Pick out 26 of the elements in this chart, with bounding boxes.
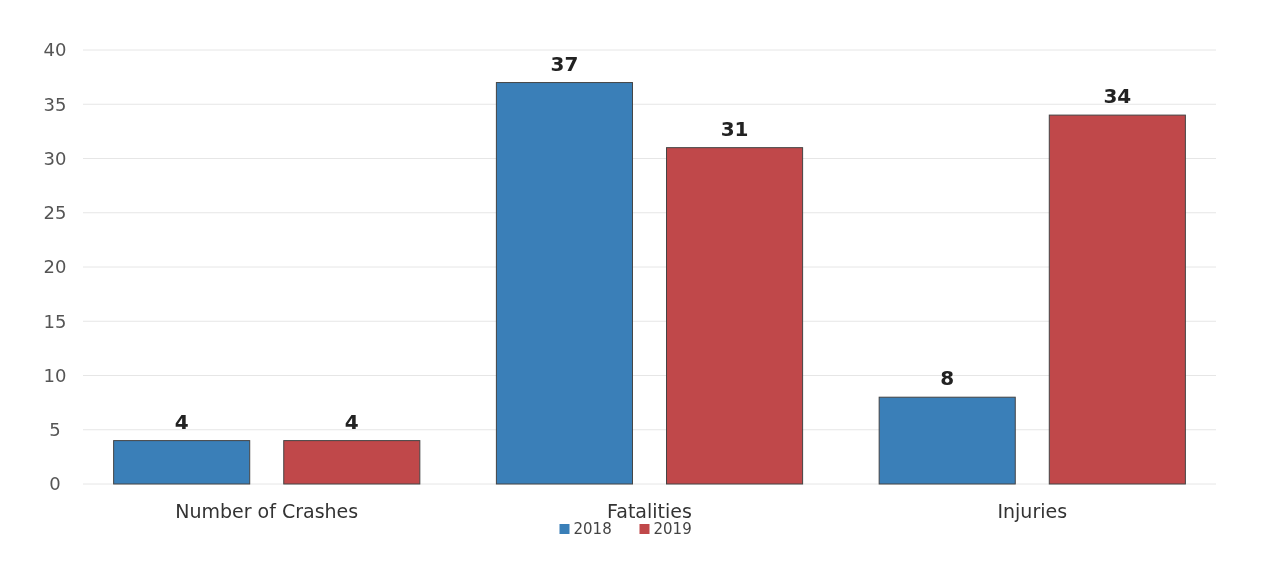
y-tick-label: 5 xyxy=(49,419,61,441)
data-label: 34 xyxy=(1103,84,1132,109)
bar xyxy=(283,440,421,485)
x-tick-label: Number of Crashes xyxy=(175,500,359,522)
y-tick-label: 0 xyxy=(49,473,61,495)
data-label: 4 xyxy=(344,409,359,434)
legend-label: 2019 xyxy=(653,520,692,539)
x-tick-label: Fatalities xyxy=(607,500,692,522)
y-tick-label: 15 xyxy=(43,310,67,332)
bar xyxy=(495,82,633,485)
y-tick-label: 25 xyxy=(43,202,67,224)
data-label: 37 xyxy=(550,51,579,76)
data-label: 4 xyxy=(174,409,189,434)
bar xyxy=(666,147,804,485)
data-label: 31 xyxy=(720,116,749,141)
y-tick-label: 35 xyxy=(43,93,67,115)
y-tick-label: 40 xyxy=(43,39,67,61)
bar xyxy=(878,396,1016,485)
x-tick-label: Injuries xyxy=(997,500,1068,522)
y-tick-label: 30 xyxy=(43,147,67,169)
bar xyxy=(113,440,251,485)
bar xyxy=(1048,114,1186,485)
y-tick-label: 20 xyxy=(43,256,67,278)
data-label: 8 xyxy=(940,366,955,391)
y-tick-label: 10 xyxy=(43,364,67,386)
legend-label: 2018 xyxy=(573,520,612,539)
